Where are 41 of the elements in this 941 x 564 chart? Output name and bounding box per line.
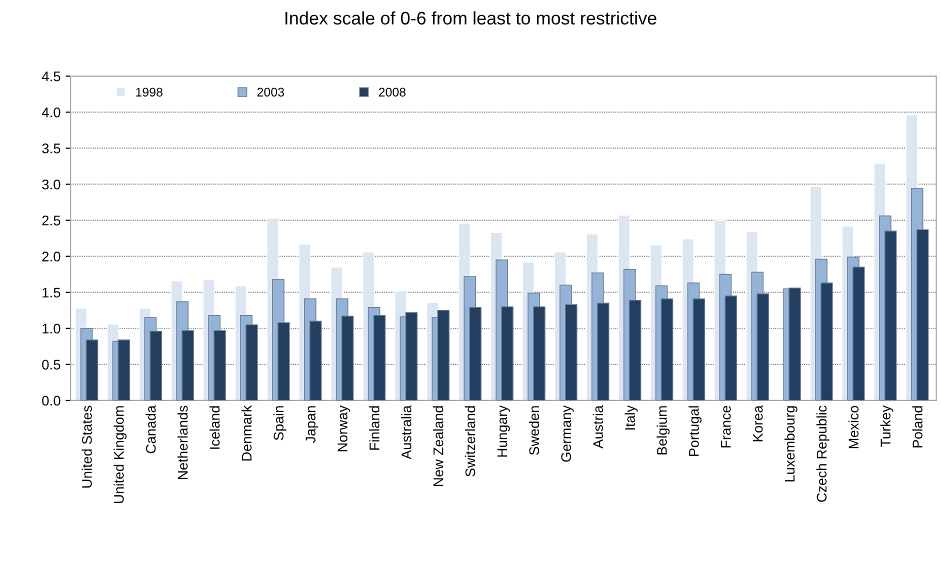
y-tick-label: 4.5 [42,72,60,82]
x-tick-label: Italy [624,405,638,430]
x-tick-label: United States [82,406,92,488]
legend-label: 1998 [136,88,162,97]
x-tick-label: Korea [753,405,763,442]
chart-title: Index scale of 0-6 from least to most restrictive [286,11,656,25]
x-tick-label: Sweden [528,406,540,455]
x-tick-label: Turkey [880,405,894,447]
x-tick-label: Denmark [241,405,252,460]
x-tick-label: France [721,406,731,448]
x-tick-label: Austria [592,405,603,448]
x-tick-label: New Zealand [433,406,444,486]
x-tick-label: Mexico [848,406,859,448]
y-tick-label: 0.0 [42,396,60,406]
x-tick-label: Spain [273,406,286,440]
y-tick-label: 3.0 [42,180,60,190]
x-tick-label: Poland [912,406,922,448]
x-tick-label: Czech Republic [816,406,830,502]
legend-label: 2008 [378,88,406,97]
x-tick-label: Canada [146,405,156,454]
x-tick-label: Australia [401,405,412,460]
x-tick-label: Portugal [688,406,702,456]
y-tick-label: 4.0 [42,108,60,118]
x-tick-label: Norway [338,405,350,452]
y-tick-label: 0.5 [42,360,60,370]
x-tick-label: Luxembourg [784,406,798,482]
y-tick-label: 1.0 [42,324,60,334]
x-tick-label: Belgium [656,406,670,454]
x-tick-label: Netherlands [178,406,188,480]
x-tick-label: Japan [306,406,318,443]
x-tick-label: Hungary [497,405,510,457]
y-tick-label: 2.5 [42,216,60,226]
x-tick-label: United Kingdom [114,406,127,504]
y-tick-label: 2.0 [42,252,60,262]
legend-label: 2003 [257,88,284,97]
x-tick-label: Iceland [209,406,220,449]
y-tick-label: 3.5 [42,144,60,154]
x-tick-label: Switzerland [465,406,476,476]
y-tick-label: 1.5 [42,288,60,298]
x-tick-label: Finland [369,406,380,450]
x-tick-label: Germany [561,405,574,462]
